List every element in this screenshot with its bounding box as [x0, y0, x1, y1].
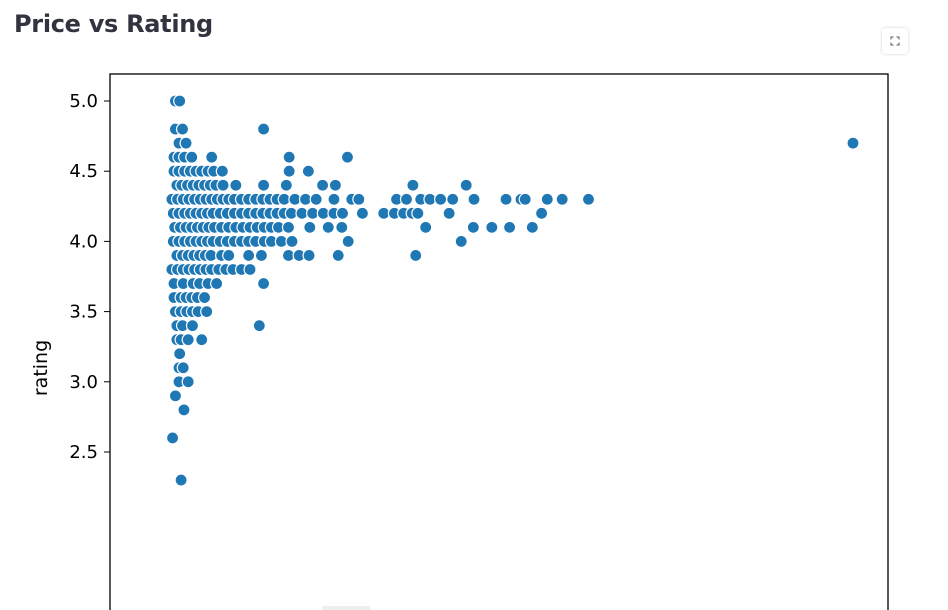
scatter-point [525, 220, 539, 234]
scatter-point [181, 333, 195, 347]
scatter-point [411, 206, 425, 220]
scatter-point [282, 150, 296, 164]
bottom-scroll-hint [322, 606, 370, 610]
scatter-point [331, 248, 345, 263]
scatter-point [419, 220, 433, 234]
scatter-point [352, 192, 366, 206]
y-axis-label: rating [30, 340, 52, 396]
scatter-point [454, 234, 468, 248]
scatter-point [355, 206, 370, 220]
scatter-points [165, 94, 860, 487]
page-title: Price vs Rating [14, 10, 213, 38]
scatter-point [185, 319, 200, 333]
scatter-point [222, 248, 236, 263]
scatter-point [341, 234, 355, 248]
scatter-point [195, 333, 209, 347]
scatter-point [281, 220, 296, 234]
scatter-point [446, 192, 460, 206]
scatter-point [399, 192, 414, 206]
scatter-point [581, 192, 596, 206]
y-tick-label: 3.5 [69, 302, 98, 323]
scatter-point [301, 164, 315, 178]
scatter-point [181, 375, 195, 389]
scatter-point [328, 178, 342, 192]
scatter-point [165, 431, 180, 445]
scatter-point [242, 248, 256, 263]
scatter-point [309, 192, 323, 206]
scatter-point [168, 389, 183, 403]
scatter-point [499, 192, 513, 206]
scatter-point [335, 220, 349, 234]
scatter-point [467, 192, 481, 206]
y-axis: 2.5 3.0 3.5 4.0 4.5 5.0 [69, 91, 110, 463]
plot-frame [109, 73, 889, 610]
scatter-point [321, 220, 335, 234]
scatter-point [197, 290, 212, 305]
scatter-point [256, 122, 271, 136]
y-tick-label: 4.5 [69, 161, 98, 182]
scatter-point [175, 122, 190, 136]
scatter-point [466, 220, 480, 234]
scatter-point [216, 178, 230, 192]
scatter-point [215, 164, 229, 178]
scatter-point [174, 473, 188, 487]
scatter-point [340, 150, 355, 164]
scatter-point [185, 150, 199, 164]
scatter-point [282, 164, 296, 178]
scatter-point [534, 206, 549, 220]
scatter-point [315, 178, 330, 192]
scatter-point [303, 220, 317, 234]
scatter-point [409, 248, 423, 263]
scatter-point [210, 276, 224, 291]
y-tick-label: 2.5 [69, 442, 98, 463]
scatter-point [459, 178, 473, 192]
scatter-point [442, 206, 456, 220]
scatter-point [176, 361, 190, 375]
scatter-point [406, 178, 420, 192]
scatter-point [518, 192, 532, 206]
fullscreen-expand-icon [890, 36, 900, 46]
scatter-point [243, 262, 257, 277]
fullscreen-button[interactable] [882, 28, 908, 54]
scatter-point [846, 136, 860, 150]
scatter-point [256, 178, 271, 192]
scatter-point [335, 206, 350, 220]
scatter-point [327, 192, 341, 206]
scatter-point [555, 192, 569, 206]
scatter-point [205, 150, 219, 164]
plot-area [109, 73, 889, 610]
scatter-point [173, 94, 187, 108]
y-tick-label: 5.0 [69, 91, 98, 112]
scatter-point [179, 136, 193, 150]
scatter-point [279, 178, 293, 192]
scatter-point [254, 248, 269, 263]
scatter-point [252, 319, 266, 333]
scatter-point [177, 403, 191, 417]
scatter-point [302, 248, 316, 263]
scatter-point [502, 220, 517, 234]
scatter-point [485, 220, 499, 234]
scatter-point [285, 234, 299, 248]
scatter-point [256, 276, 271, 291]
scatter-point [173, 347, 187, 361]
scatter-point [200, 305, 214, 319]
scatter-point [540, 192, 554, 206]
scatter-point [434, 192, 448, 206]
y-tick-label: 3.0 [69, 372, 98, 393]
scatter-point [229, 178, 243, 192]
y-tick-label: 4.0 [69, 231, 98, 252]
